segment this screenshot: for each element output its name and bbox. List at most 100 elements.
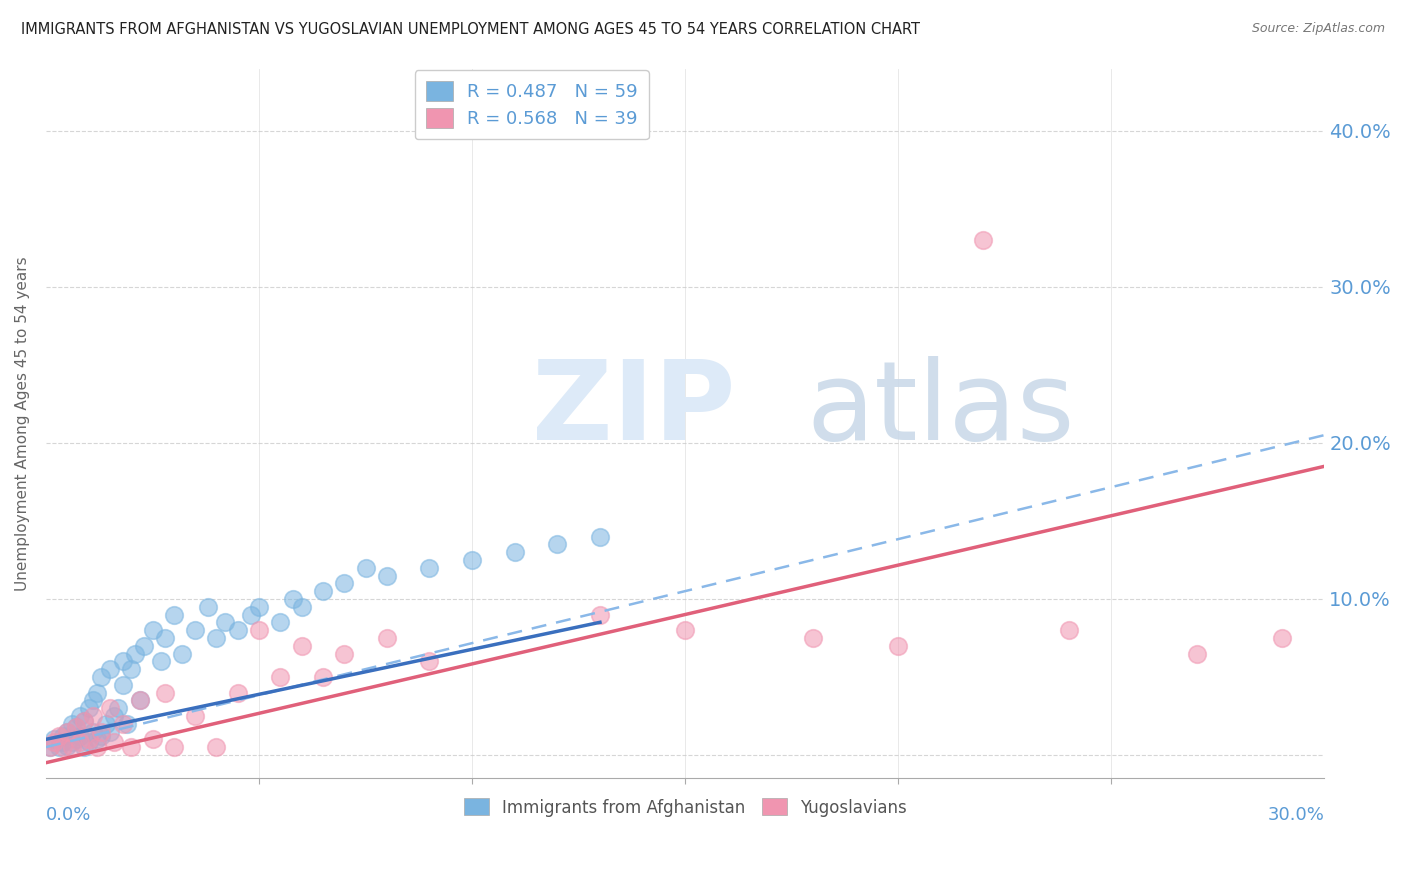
- Point: [269, 670, 291, 684]
- Point: [60, 735, 83, 749]
- Point: [312, 670, 335, 684]
- Point: [281, 591, 304, 606]
- Legend: Immigrants from Afghanistan, Yugoslavians: Immigrants from Afghanistan, Yugoslavian…: [457, 792, 914, 823]
- Point: [44, 735, 66, 749]
- Point: [65, 720, 87, 734]
- Point: [77, 701, 100, 715]
- Point: [1185, 647, 1208, 661]
- Point: [98, 662, 121, 676]
- Point: [172, 647, 194, 661]
- Point: [205, 740, 228, 755]
- Point: [39, 740, 62, 755]
- Point: [69, 709, 91, 723]
- Point: [52, 729, 75, 743]
- Point: [69, 729, 91, 743]
- Point: [155, 631, 177, 645]
- Point: [887, 639, 910, 653]
- Point: [98, 724, 121, 739]
- Point: [111, 678, 134, 692]
- Point: [73, 714, 96, 728]
- Point: [269, 615, 291, 630]
- Point: [375, 568, 398, 582]
- Y-axis label: Unemployment Among Ages 45 to 54 years: Unemployment Among Ages 45 to 54 years: [15, 256, 30, 591]
- Point: [90, 670, 112, 684]
- Point: [141, 623, 163, 637]
- Point: [90, 729, 112, 743]
- Point: [141, 732, 163, 747]
- Point: [120, 740, 142, 755]
- Point: [107, 701, 129, 715]
- Point: [128, 693, 150, 707]
- Point: [247, 599, 270, 614]
- Point: [150, 654, 173, 668]
- Point: [73, 714, 96, 728]
- Point: [128, 693, 150, 707]
- Point: [44, 732, 66, 747]
- Text: Source: ZipAtlas.com: Source: ZipAtlas.com: [1251, 22, 1385, 36]
- Point: [86, 685, 108, 699]
- Point: [86, 740, 108, 755]
- Point: [60, 740, 83, 755]
- Text: 30.0%: 30.0%: [1268, 806, 1324, 824]
- Point: [103, 709, 125, 723]
- Point: [82, 724, 104, 739]
- Point: [333, 647, 356, 661]
- Point: [56, 724, 79, 739]
- Point: [184, 623, 207, 637]
- Point: [418, 560, 440, 574]
- Point: [86, 732, 108, 747]
- Point: [82, 709, 104, 723]
- Point: [56, 739, 79, 753]
- Point: [461, 553, 484, 567]
- Point: [1271, 631, 1294, 645]
- Point: [226, 685, 249, 699]
- Point: [48, 729, 70, 743]
- Point: [546, 537, 568, 551]
- Point: [98, 701, 121, 715]
- Point: [124, 647, 146, 661]
- Point: [673, 623, 696, 637]
- Point: [65, 732, 87, 747]
- Point: [132, 639, 155, 653]
- Point: [291, 639, 314, 653]
- Point: [82, 693, 104, 707]
- Point: [65, 720, 87, 734]
- Point: [103, 735, 125, 749]
- Point: [56, 724, 79, 739]
- Point: [801, 631, 824, 645]
- Point: [503, 545, 526, 559]
- Point: [418, 654, 440, 668]
- Point: [163, 740, 186, 755]
- Point: [972, 233, 994, 247]
- Point: [73, 740, 96, 755]
- Point: [214, 615, 236, 630]
- Point: [90, 724, 112, 739]
- Point: [77, 732, 100, 747]
- Point: [247, 623, 270, 637]
- Point: [1057, 623, 1080, 637]
- Text: atlas: atlas: [807, 356, 1076, 463]
- Point: [52, 735, 75, 749]
- Point: [354, 560, 377, 574]
- Point: [589, 607, 612, 622]
- Point: [184, 709, 207, 723]
- Point: [60, 716, 83, 731]
- Point: [52, 740, 75, 755]
- Point: [77, 735, 100, 749]
- Point: [163, 607, 186, 622]
- Point: [94, 716, 117, 731]
- Point: [115, 716, 138, 731]
- Point: [155, 685, 177, 699]
- Point: [69, 735, 91, 749]
- Point: [111, 716, 134, 731]
- Point: [226, 623, 249, 637]
- Point: [375, 631, 398, 645]
- Point: [589, 529, 612, 543]
- Point: [291, 599, 314, 614]
- Point: [312, 584, 335, 599]
- Text: 0.0%: 0.0%: [46, 806, 91, 824]
- Point: [48, 740, 70, 755]
- Text: IMMIGRANTS FROM AFGHANISTAN VS YUGOSLAVIAN UNEMPLOYMENT AMONG AGES 45 TO 54 YEAR: IMMIGRANTS FROM AFGHANISTAN VS YUGOSLAVI…: [21, 22, 920, 37]
- Point: [111, 654, 134, 668]
- Point: [197, 599, 219, 614]
